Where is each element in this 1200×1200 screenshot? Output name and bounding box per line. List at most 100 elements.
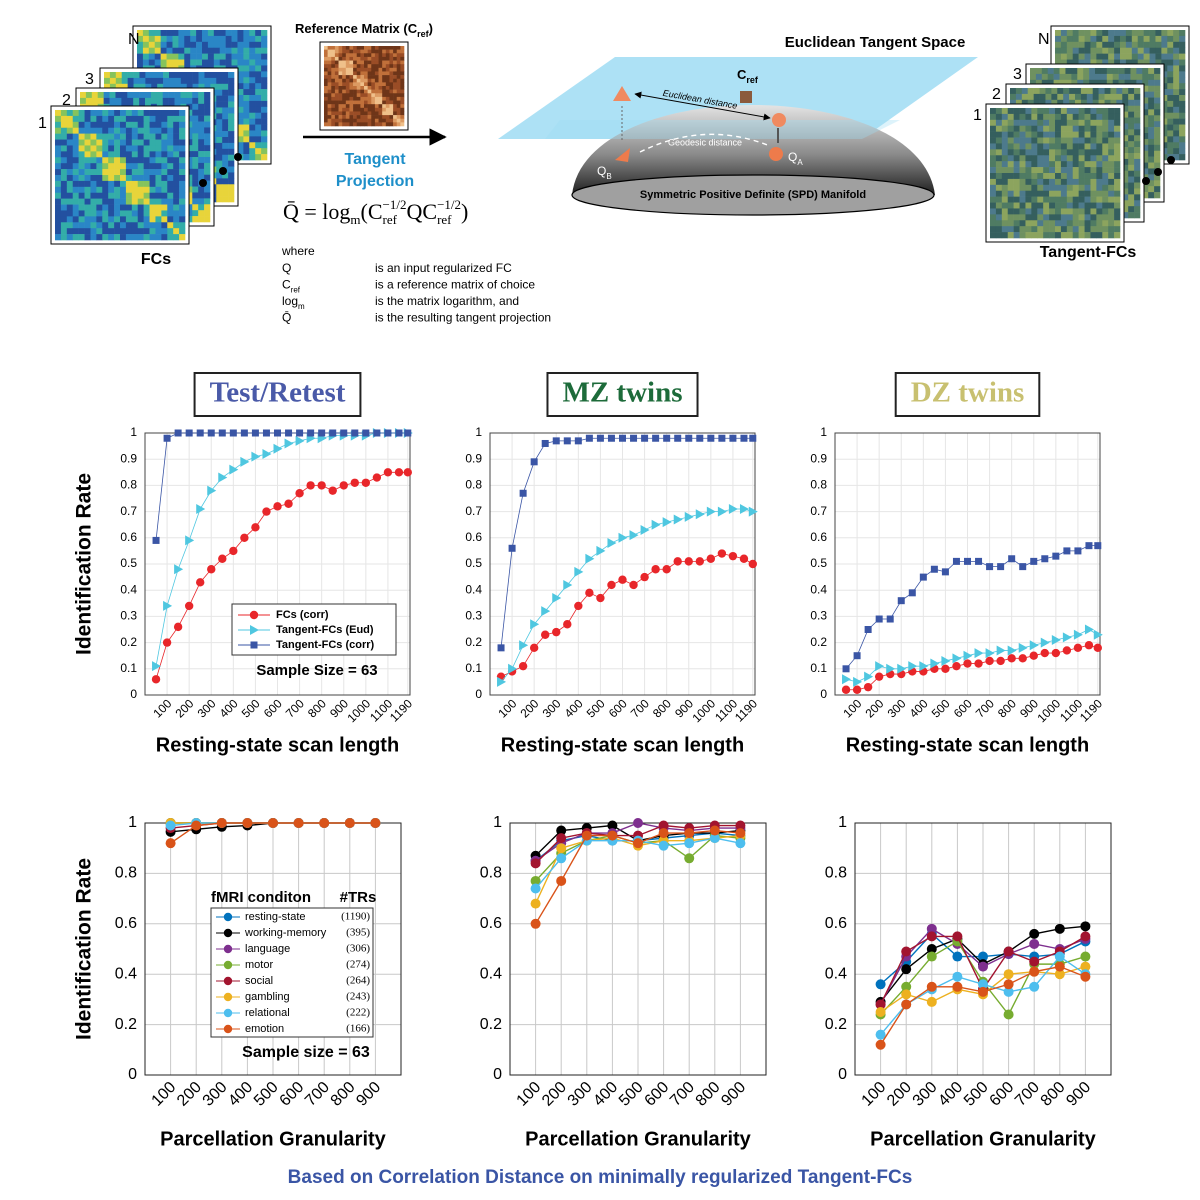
matrix-cell: [1142, 186, 1149, 193]
matrix-cell: [137, 151, 144, 158]
matrix-cell: [396, 64, 401, 69]
matrix-cell: [249, 41, 256, 49]
matrix-cell: [360, 60, 365, 65]
matrix-cell: [1055, 196, 1062, 203]
matrix-cell: [102, 222, 109, 229]
matrix-cell: [349, 111, 354, 116]
marker: [173, 622, 183, 632]
matrix-cell: [1148, 127, 1155, 134]
matrix-cell: [1179, 47, 1186, 54]
matrix-cell: [1033, 99, 1040, 107]
matrix-cell: [155, 198, 162, 205]
matrix-cell: [1025, 226, 1032, 233]
matrix-cell: [342, 122, 347, 127]
matrix-cell: [55, 157, 62, 164]
matrix-cell: [1149, 47, 1156, 54]
matrix-cell: [1148, 97, 1155, 104]
matrix-cell: [60, 180, 68, 188]
matrix-cell: [66, 163, 74, 170]
matrix-cell: [1102, 119, 1109, 127]
matrix-cell: [102, 228, 109, 235]
matrix-cell: [198, 157, 205, 164]
matrix-cell: [324, 107, 328, 112]
matrix-cell: [160, 41, 167, 49]
matrix-cell: [108, 121, 115, 129]
matrix-cell: [374, 56, 379, 61]
matrix-cell: [228, 148, 235, 156]
matrix-cell: [1143, 59, 1150, 66]
matrix-cell: [1100, 79, 1108, 87]
matrix-cell: [216, 95, 223, 102]
matrix-cell: [385, 82, 390, 87]
matrix-cell: [1001, 208, 1009, 215]
matrix-cell: [371, 46, 376, 50]
matrix-cell: [173, 180, 180, 188]
matrix-cell: [204, 77, 211, 85]
matrix-cell: [360, 78, 365, 83]
matrix-cell: [342, 115, 347, 120]
matrix-cell: [78, 180, 85, 188]
matrix-cell: [72, 145, 79, 152]
matrix-cell: [371, 82, 376, 87]
where-text: is an input regularized FC: [375, 261, 512, 275]
matrix-cell: [1031, 173, 1038, 180]
y-tick-label: 0.2: [115, 1016, 137, 1033]
matrix-cell: [102, 210, 109, 217]
matrix-cell: [1122, 129, 1129, 136]
matrix-cell: [237, 35, 244, 43]
matrix-cell: [1179, 136, 1186, 143]
matrix-cell: [995, 184, 1003, 192]
matrix-cell: [1066, 41, 1074, 49]
matrix-cell: [202, 35, 209, 43]
matrix-cell: [1100, 68, 1108, 75]
matrix-cell: [1090, 137, 1097, 144]
marker: [196, 429, 204, 437]
matrix-cell: [1075, 88, 1082, 95]
matrix-cell: [327, 75, 332, 80]
matrix-cell: [149, 216, 156, 223]
matrix-cell: [72, 157, 79, 164]
matrix-cell: [1060, 220, 1068, 227]
matrix-cell: [174, 83, 182, 91]
matrix-cell: [1167, 100, 1174, 108]
matrix-cell: [364, 75, 368, 80]
matrix-cell: [1167, 83, 1174, 90]
symbol: Q̄: [282, 311, 291, 325]
matrix-cell: [1131, 47, 1139, 54]
matrix-cell: [243, 41, 250, 49]
matrix-cell: [367, 118, 372, 123]
matrix-cell: [1057, 99, 1064, 107]
matrix-cell: [990, 173, 997, 180]
chart: 00.10.20.30.40.50.60.70.80.9110020030040…: [465, 372, 760, 756]
matrix-cell: [97, 97, 104, 105]
matrix-cell: [237, 124, 244, 131]
matrix-cell: [1037, 137, 1044, 144]
marker: [875, 661, 885, 672]
manifold-base: [571, 174, 935, 216]
matrix-cell: [1128, 212, 1135, 219]
matrix-cell: [1084, 155, 1091, 162]
matrix-cell: [1078, 184, 1085, 192]
matrix-cell: [137, 192, 144, 199]
stack-caption: Tangent-FCs: [1040, 244, 1137, 261]
matrix-cell: [219, 47, 226, 54]
matrix-cell: [331, 71, 336, 76]
matrix-cell: [261, 71, 268, 78]
matrix-cell: [1148, 168, 1155, 175]
matrix-cell: [1084, 131, 1091, 138]
marker: [185, 535, 195, 546]
matrix-cell: [261, 136, 268, 143]
matrix-cell: [995, 232, 1003, 239]
matrix-cell: [1066, 53, 1074, 60]
matrix-cell: [114, 115, 121, 123]
matrix-cell: [1010, 99, 1017, 107]
matrix-cell: [345, 71, 350, 76]
marker: [251, 429, 259, 437]
matrix-cell: [127, 77, 134, 85]
matrix-cell: [1134, 206, 1141, 213]
matrix-cell: [371, 53, 376, 58]
matrix-cell: [1142, 103, 1149, 110]
matrix-cell: [1090, 232, 1097, 239]
marker: [552, 437, 560, 445]
matrix-cell: [196, 41, 203, 49]
